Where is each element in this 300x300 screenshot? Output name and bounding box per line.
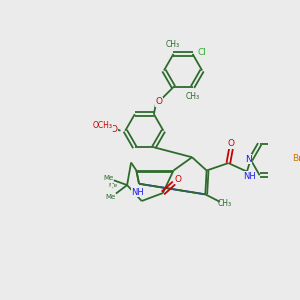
Text: N: N [245,154,252,164]
Text: NH: NH [131,188,144,197]
Text: Me: Me [106,194,116,200]
Text: O: O [175,175,182,184]
Text: Me: Me [103,175,113,181]
Text: O: O [111,125,118,134]
Text: Br: Br [292,154,300,163]
Text: Cl: Cl [197,48,206,57]
Text: Me: Me [109,183,118,188]
Text: CH₃: CH₃ [166,40,180,49]
Text: NH: NH [243,172,255,181]
Text: O: O [155,97,162,106]
Text: CH₃: CH₃ [218,199,232,208]
Text: O: O [227,140,235,148]
Text: ,: , [112,184,113,189]
Text: OCH₃: OCH₃ [93,122,113,130]
Text: CH₃: CH₃ [186,92,200,101]
